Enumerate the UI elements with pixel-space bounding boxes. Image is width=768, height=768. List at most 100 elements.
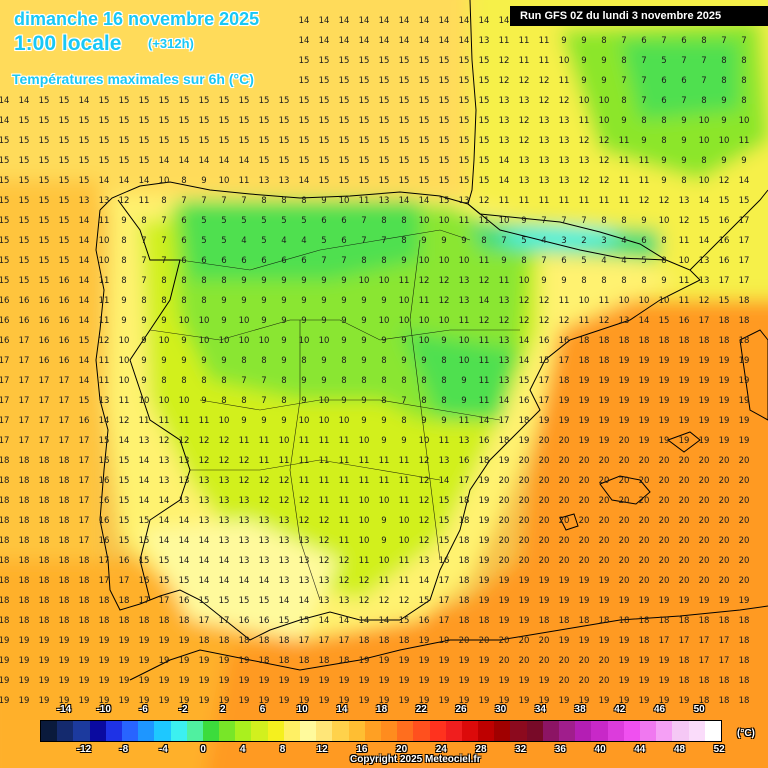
temperature-value: 18 bbox=[39, 536, 50, 546]
temperature-value: 20 bbox=[539, 456, 550, 466]
temperature-value: 18 bbox=[0, 516, 9, 526]
temperature-value: 9 bbox=[381, 296, 386, 306]
temperature-value: 19 bbox=[519, 696, 530, 706]
temperature-value: 13 bbox=[499, 136, 510, 146]
temperature-value: 6 bbox=[561, 256, 566, 266]
temperature-value: 7 bbox=[261, 376, 266, 386]
temperature-value: 15 bbox=[439, 116, 450, 126]
temperature-value: 11 bbox=[559, 196, 570, 206]
temperature-value: 11 bbox=[259, 456, 270, 466]
temperature-value: 18 bbox=[59, 556, 70, 566]
temperature-value: 10 bbox=[179, 316, 190, 326]
temperature-value: 9 bbox=[581, 76, 586, 86]
temperature-value: 12 bbox=[559, 96, 570, 106]
temperature-value: 20 bbox=[619, 536, 630, 546]
temperature-value: 16 bbox=[179, 596, 190, 606]
temperature-value: 17 bbox=[19, 356, 30, 366]
temperature-value: 15 bbox=[439, 76, 450, 86]
temperature-value: 6 bbox=[301, 256, 306, 266]
temperature-value: 15 bbox=[19, 176, 30, 186]
temperature-value: 16 bbox=[259, 616, 270, 626]
temperature-value: 14 bbox=[79, 296, 90, 306]
coastline-africa bbox=[129, 605, 768, 681]
temperature-value: 14 bbox=[519, 336, 530, 346]
temperature-value: 18 bbox=[639, 636, 650, 646]
legend-tick-top: -6 bbox=[138, 704, 148, 715]
temperature-value: 9 bbox=[441, 416, 446, 426]
temperature-value: 15 bbox=[439, 176, 450, 186]
temperature-value: 14 bbox=[399, 196, 410, 206]
temperature-value: 18 bbox=[0, 476, 9, 486]
temperature-value: 20 bbox=[619, 456, 630, 466]
temperature-value: 14 bbox=[499, 396, 510, 406]
temperature-value: 16 bbox=[0, 316, 9, 326]
temperature-value: 19 bbox=[79, 636, 90, 646]
temperature-value: 14 bbox=[339, 36, 350, 46]
temperature-value: 14 bbox=[419, 576, 430, 586]
temperature-value: 8 bbox=[141, 296, 146, 306]
temperature-value: 19 bbox=[639, 596, 650, 606]
temperature-value: 13 bbox=[559, 136, 570, 146]
temperature-value: 15 bbox=[399, 116, 410, 126]
temperature-value: 16 bbox=[479, 436, 490, 446]
temperature-value: 20 bbox=[559, 456, 570, 466]
temperature-value: 20 bbox=[499, 556, 510, 566]
temperature-value: 9 bbox=[321, 376, 326, 386]
temperature-value: 18 bbox=[39, 476, 50, 486]
temperature-value: 15 bbox=[59, 136, 70, 146]
temperature-value: 15 bbox=[439, 516, 450, 526]
temperature-value: 19 bbox=[279, 676, 290, 686]
temperature-value: 11 bbox=[299, 476, 310, 486]
temperature-value: 15 bbox=[299, 96, 310, 106]
temperature-value: 11 bbox=[559, 296, 570, 306]
temperature-value: 19 bbox=[219, 676, 230, 686]
temperature-value: 18 bbox=[319, 656, 330, 666]
temperature-value: 14 bbox=[239, 156, 250, 166]
temperature-value: 16 bbox=[59, 276, 70, 286]
temperature-value: 19 bbox=[19, 656, 30, 666]
temperature-value: 19 bbox=[739, 436, 750, 446]
temperature-value: 7 bbox=[161, 236, 166, 246]
temperature-value: 14 bbox=[699, 236, 710, 246]
temperature-value: 12 bbox=[259, 496, 270, 506]
temperature-value: 20 bbox=[519, 636, 530, 646]
temperature-value: 18 bbox=[639, 616, 650, 626]
temperature-value: 8 bbox=[661, 236, 666, 246]
temperature-value: 10 bbox=[399, 516, 410, 526]
temperature-value: 14 bbox=[259, 576, 270, 586]
temperature-value: 15 bbox=[19, 196, 30, 206]
temperature-value: 14 bbox=[199, 156, 210, 166]
temperature-value: 15 bbox=[359, 56, 370, 66]
temperature-value: 8 bbox=[261, 356, 266, 366]
temperature-value: 20 bbox=[719, 496, 730, 506]
temperature-value: 9 bbox=[261, 316, 266, 326]
temperature-value: 8 bbox=[181, 276, 186, 286]
temperature-value: 10 bbox=[339, 416, 350, 426]
temperature-value: 7 bbox=[681, 56, 686, 66]
temperature-value: 19 bbox=[459, 696, 470, 706]
temperature-value: 13 bbox=[559, 116, 570, 126]
legend-swatch bbox=[478, 721, 495, 741]
temperature-value: 5 bbox=[641, 256, 646, 266]
temperature-value: 18 bbox=[59, 456, 70, 466]
temperature-value: 19 bbox=[479, 596, 490, 606]
temperature-value: 18 bbox=[299, 656, 310, 666]
temperature-value: 9 bbox=[641, 136, 646, 146]
temperature-value: 15 bbox=[439, 496, 450, 506]
temperature-value: 15 bbox=[219, 116, 230, 126]
temperature-value: 19 bbox=[559, 416, 570, 426]
temperature-value: 19 bbox=[599, 376, 610, 386]
temperature-value: 15 bbox=[239, 596, 250, 606]
temperature-value: 14 bbox=[459, 36, 470, 46]
legend-swatch bbox=[607, 721, 624, 741]
temperature-value: 18 bbox=[59, 516, 70, 526]
temperature-value: 15 bbox=[99, 96, 110, 106]
temperature-value: 18 bbox=[259, 656, 270, 666]
temperature-value: 8 bbox=[741, 76, 746, 86]
temperature-value: 17 bbox=[199, 616, 210, 626]
temperature-value: 20 bbox=[519, 516, 530, 526]
temperature-value: 15 bbox=[139, 536, 150, 546]
temperature-value: 19 bbox=[79, 676, 90, 686]
temperature-value: 13 bbox=[459, 436, 470, 446]
temperature-value: 14 bbox=[499, 16, 510, 26]
